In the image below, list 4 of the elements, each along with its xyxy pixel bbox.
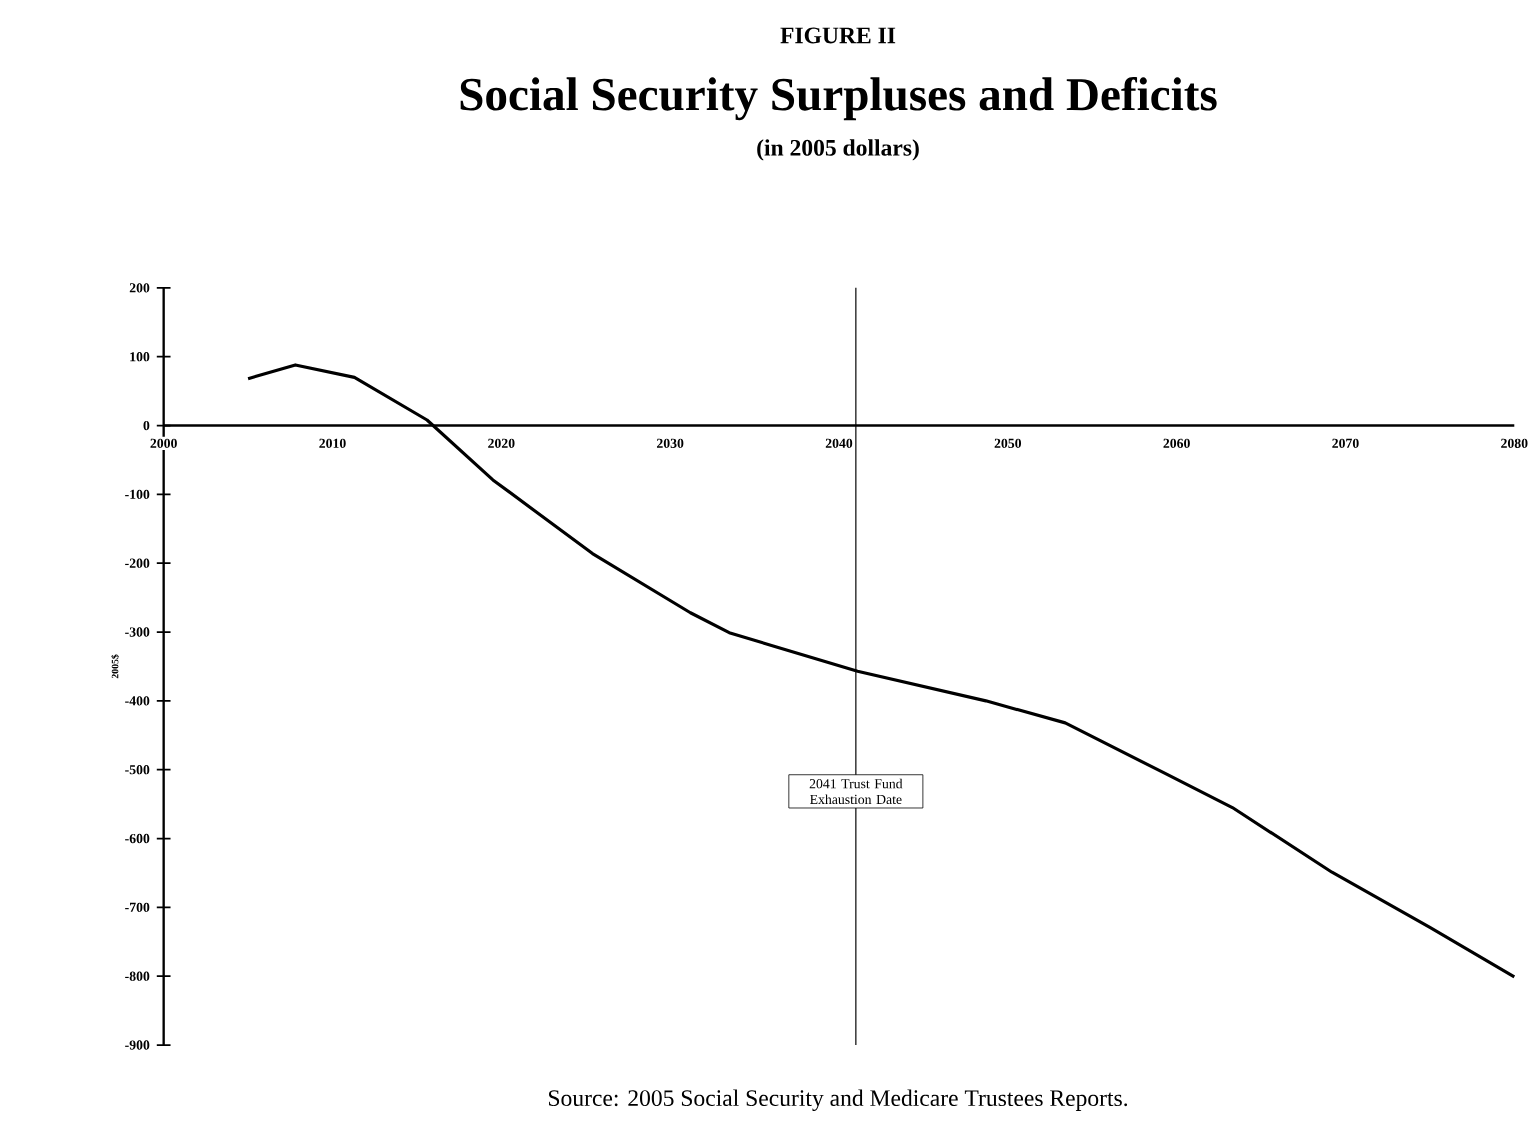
- chart-subtitle: (in 2005 dollars): [757, 139, 919, 161]
- source-note: Source: 2005 Social Security and Medicare Trustees Reports.: [549, 1089, 1128, 1112]
- text: FIGURE II: [780, 27, 896, 44]
- chart-title: Social Security Surpluses and Deficits: [460, 77, 1217, 121]
